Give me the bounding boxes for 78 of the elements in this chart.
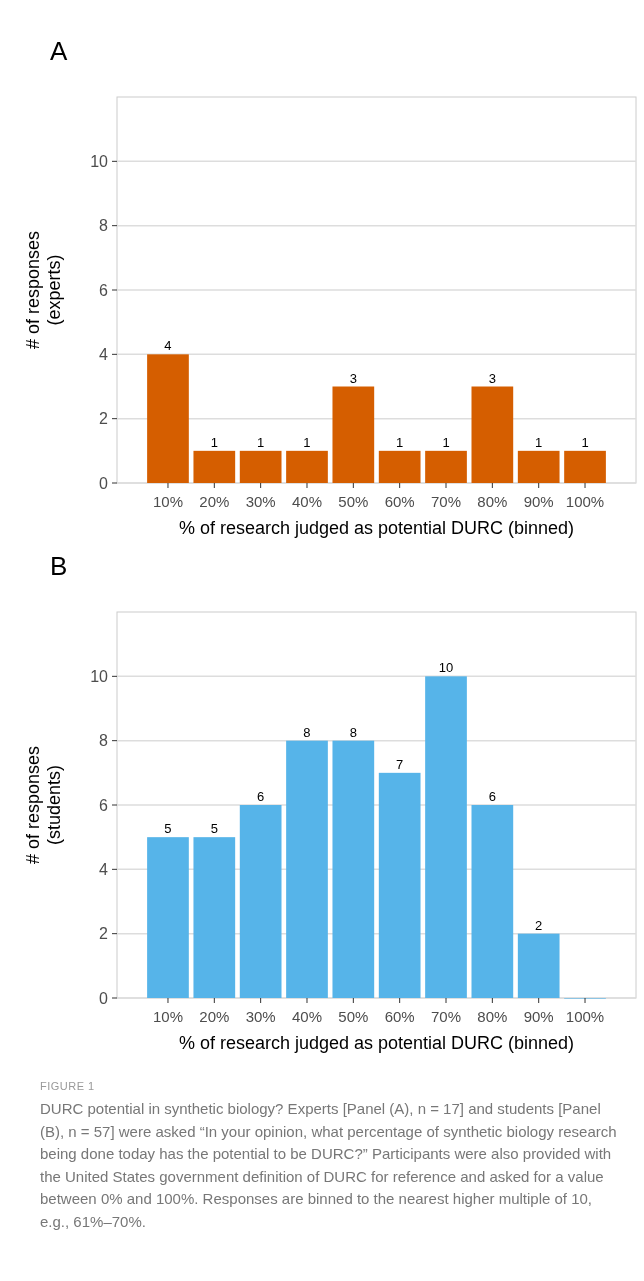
x-tick-label: 80%	[477, 493, 508, 510]
data-label: 8	[303, 724, 311, 740]
data-label: 6	[257, 789, 265, 804]
data-label: 8	[349, 724, 357, 740]
x-tick-label: 50%	[338, 493, 369, 510]
data-label: 5	[164, 821, 172, 837]
x-tick-label: 90%	[523, 493, 554, 510]
x-tick-label: 70%	[430, 1008, 462, 1025]
x-tick-label: 50%	[338, 1008, 369, 1025]
data-label: 1	[442, 434, 450, 450]
data-label: 1	[535, 434, 543, 450]
x-axis-title: % of research judged as potential DURC (binned)	[178, 518, 575, 538]
x-tick-label: 10%	[152, 1008, 183, 1025]
data-label: 3	[349, 370, 357, 386]
x-tick-label: 60%	[384, 1008, 415, 1025]
y-tick-label: 4	[99, 860, 109, 878]
data-label: 5	[210, 821, 218, 837]
data-label: 3	[488, 370, 496, 386]
bar	[564, 450, 606, 483]
bar	[378, 450, 421, 483]
bar	[193, 450, 236, 483]
x-tick-label: 30%	[245, 493, 276, 510]
x-tick-label: 40%	[291, 493, 323, 510]
data-label: 2	[535, 917, 543, 933]
data-label: 1	[303, 434, 311, 450]
x-tick-label: 100%	[565, 1008, 605, 1025]
y-tick-label: 8	[99, 732, 109, 750]
bar	[425, 676, 467, 998]
data-label: 7	[396, 756, 404, 772]
y-tick-label: 8	[99, 217, 109, 235]
y-axis-title: # of responses (students)	[23, 745, 64, 865]
bar	[471, 805, 514, 998]
y-tick-label: 0	[99, 989, 109, 1007]
x-tick-label: 10%	[152, 493, 183, 510]
bar	[147, 354, 189, 483]
x-tick-label: 90%	[523, 1008, 554, 1025]
y-tick-label: 2	[99, 410, 109, 428]
bar	[378, 772, 421, 998]
caption: FIGURE 1	[40, 1080, 95, 1092]
data-label: 4	[164, 338, 172, 354]
bar	[193, 837, 236, 998]
bar	[425, 450, 467, 483]
x-tick-label: 80%	[477, 1008, 508, 1025]
bar	[517, 933, 560, 998]
data-label: 1	[581, 434, 589, 450]
bar	[147, 837, 189, 998]
x-tick-label: 60%	[384, 493, 415, 510]
bar	[471, 386, 514, 483]
bar	[286, 450, 328, 483]
bar	[286, 740, 328, 998]
y-tick-label: 10	[90, 152, 109, 170]
text: DURC potential in synthetic biology? Experts [Panel (A), n = 17] and students [Panel (B), n = 57] were asked “In your opinion, what percentage of synthetic biology research being done today has the potential to be DURC?” Participants were also provided with the United States government definition of DURC for reference and asked for a value between 0% and 100%. Responses are binned to the nearest higher multiple of 10, e.g., 61%–70%.	[40, 1100, 617, 1230]
chart-title: B	[50, 551, 68, 581]
y-tick-label: 10	[90, 667, 109, 685]
x-tick-label: 70%	[430, 493, 462, 510]
data-label: 6	[488, 789, 496, 804]
data-label: 1	[210, 434, 218, 450]
y-tick-label: 0	[99, 474, 109, 492]
data-label: 1	[257, 434, 265, 450]
y-tick-label: 4	[99, 345, 109, 363]
chart-title: A	[50, 36, 68, 66]
bar	[239, 450, 282, 483]
bar	[517, 450, 560, 483]
x-tick-label: 20%	[199, 1008, 230, 1025]
x-axis-title: % of research judged as potential DURC (binned)	[178, 1033, 575, 1053]
bar	[239, 805, 282, 998]
data-label: 1	[396, 434, 404, 450]
y-tick-label: 6	[99, 796, 109, 814]
bar	[332, 386, 375, 483]
x-tick-label: 20%	[199, 493, 230, 510]
x-tick-label: 40%	[291, 1008, 323, 1025]
x-tick-label: 100%	[565, 493, 605, 510]
y-tick-label: 2	[99, 925, 109, 943]
data-label: 10	[438, 660, 454, 676]
y-axis-title: # of responses (experts)	[23, 230, 64, 350]
bar	[332, 740, 375, 998]
x-tick-label: 30%	[245, 1008, 276, 1025]
y-tick-label: 6	[99, 281, 109, 299]
